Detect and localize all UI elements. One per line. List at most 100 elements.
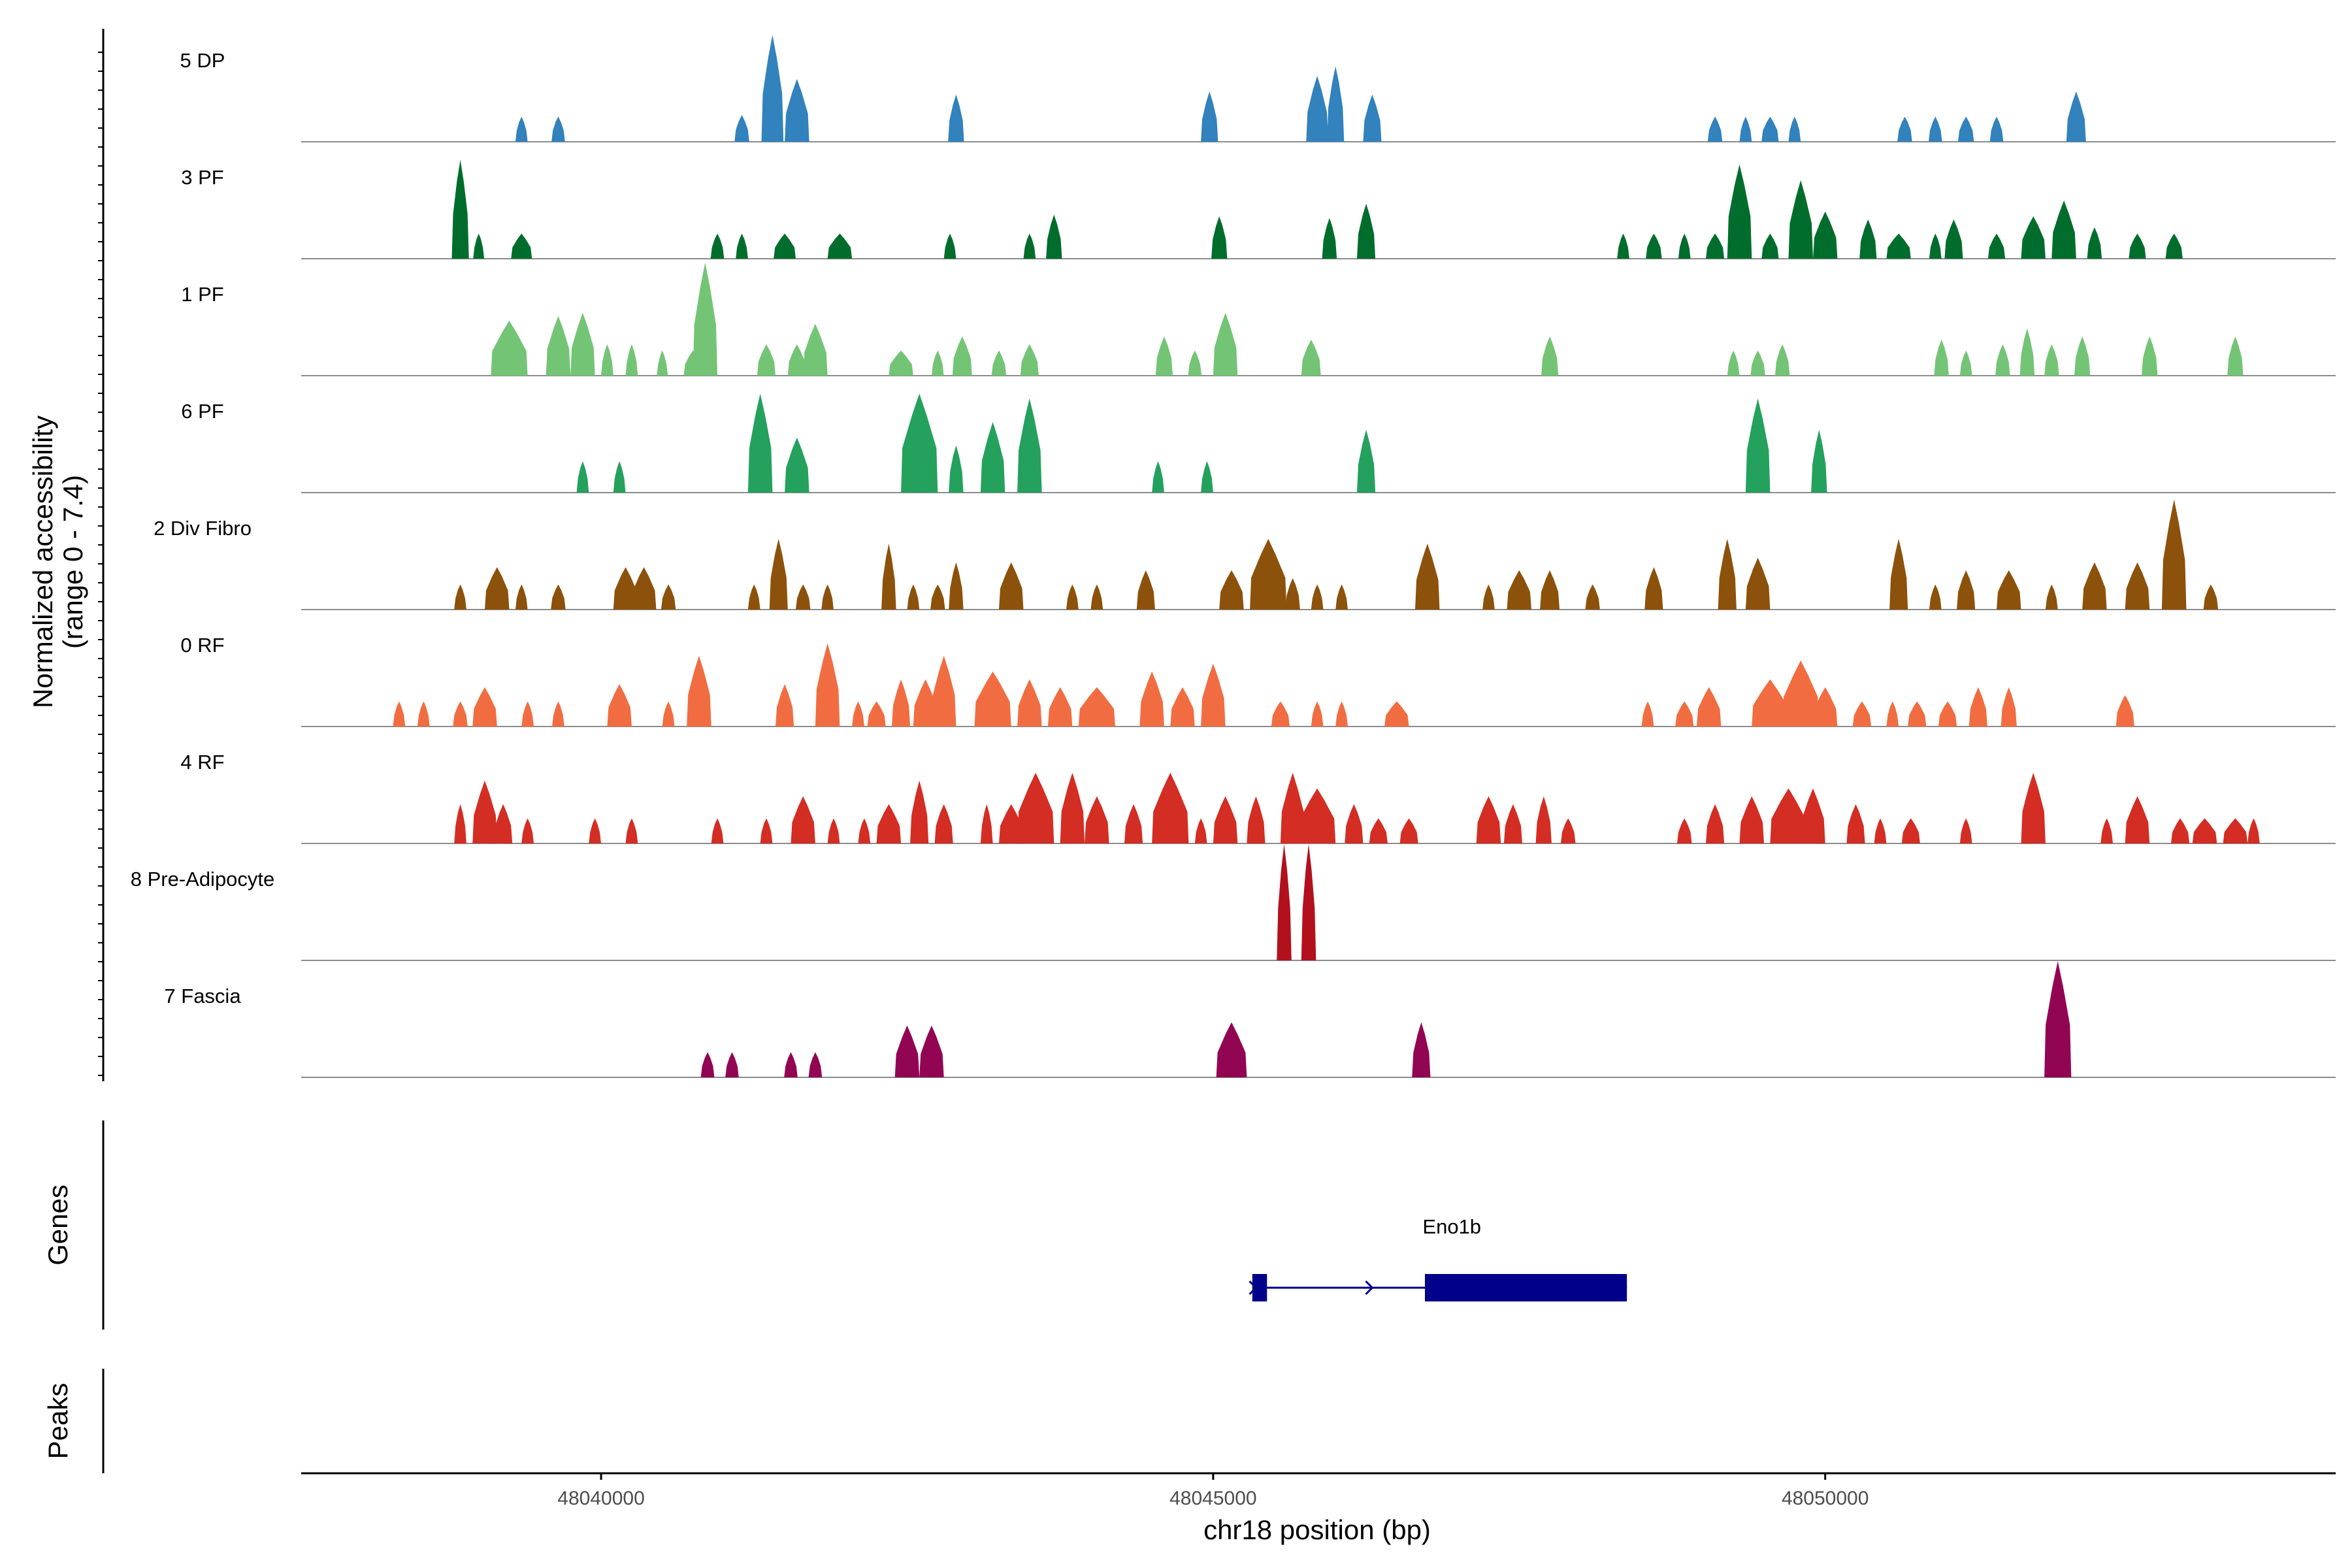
coverage-peak [952, 336, 972, 376]
coverage-peak [589, 818, 601, 843]
coverage-peak [1216, 1022, 1247, 1077]
coverage-peak [700, 1052, 715, 1077]
coverage-peak [910, 780, 929, 843]
coverage-peak [1782, 661, 1820, 727]
coverage-peak [515, 584, 528, 610]
coverage-peak [454, 804, 466, 843]
coverage-peak [1739, 116, 1752, 142]
coverage-peak [1194, 818, 1207, 843]
coverage-peak [892, 679, 911, 727]
coverage-peak [827, 233, 853, 259]
coverage-peak [2165, 233, 2183, 259]
coverage-peak [1644, 567, 1663, 610]
coverage-peak [1813, 211, 1838, 259]
coverage-peak [1046, 214, 1062, 259]
coverage-peak [1201, 663, 1226, 727]
coverage-peak [1813, 687, 1838, 727]
coverage-peak [2087, 227, 2102, 259]
coverage-peak [1727, 350, 1740, 376]
coverage-peak [576, 461, 589, 493]
coverage-peak [1078, 687, 1115, 727]
coverage-peak [1678, 233, 1691, 259]
coverage-peak [858, 818, 871, 843]
coverage-peak [2227, 336, 2244, 376]
coverage-peak [787, 344, 806, 376]
coverage-peak [1285, 578, 1300, 610]
coverage-peak [1277, 844, 1292, 960]
coverage-peak [1271, 701, 1290, 727]
coverage-peak [827, 818, 840, 843]
coverage-peak [451, 159, 469, 259]
track-label: 6 PF [181, 400, 223, 423]
track-2-div-fibro: 2 Div Fibro [154, 499, 2336, 610]
coverage-peak [919, 1025, 944, 1077]
coverage-peak [1617, 233, 1629, 259]
coverage-peak [1706, 233, 1725, 259]
track-7-fascia: 7 Fascia [164, 961, 2336, 1078]
coverage-peak [1188, 350, 1202, 376]
coverage-peak [1124, 804, 1143, 843]
coverage-peak [1415, 544, 1440, 610]
coverage-peak [1017, 772, 1054, 843]
coverage-peak [1788, 180, 1813, 259]
coverage-peak [1503, 804, 1522, 843]
coverage-peak [1136, 570, 1155, 610]
coverage-peak [757, 344, 776, 376]
coverage-peak [1739, 796, 1764, 843]
coverage-peak [1697, 687, 1722, 727]
coverage-peak [1675, 701, 1694, 727]
coverage-peak [1211, 216, 1228, 259]
coverage-peak [949, 445, 964, 493]
coverage-peak [1213, 312, 1238, 376]
coverage-peak [1718, 538, 1737, 610]
coverage-peak [1707, 116, 1723, 142]
coverage-peak [1959, 818, 1972, 843]
coverage-peak [1959, 350, 1972, 376]
coverage-peak [1761, 233, 1779, 259]
coverage-peak [821, 584, 834, 610]
coverage-peak [393, 701, 406, 727]
coverage-peak [1745, 557, 1771, 610]
coverage-peak [1846, 804, 1865, 843]
coverage-peak [1357, 203, 1376, 259]
coverage-peak [472, 687, 497, 727]
genes-panel-label: Genes [42, 1184, 73, 1266]
coverage-peak [1345, 804, 1364, 843]
gene-name-label: Eno1b [1422, 1215, 1481, 1238]
x-tick-label: 48040000 [557, 1488, 644, 1509]
coverage-peak [1369, 818, 1388, 843]
peaks-panel-label: Peaks [42, 1383, 73, 1460]
coverage-peak [1017, 398, 1042, 493]
coverage-peak [1889, 538, 1908, 610]
coverage-peak [1090, 584, 1103, 610]
coverage-peak [1934, 339, 1949, 376]
coverage-peak [2125, 562, 2150, 610]
coverage-peak [472, 780, 497, 843]
coverage-peak [491, 320, 528, 376]
coverage-peak [2192, 818, 2217, 843]
coverage-peak [1770, 788, 1807, 843]
coverage-peak [551, 116, 565, 142]
coverage-peak [1997, 570, 2021, 610]
track-0-rf: 0 RF [180, 634, 2336, 727]
coverage-peak [948, 94, 964, 142]
coverage-peak [725, 1052, 739, 1077]
track-1-pf: 1 PF [181, 262, 2336, 376]
track-label: 7 Fascia [164, 985, 241, 1007]
coverage-peak [1929, 116, 1942, 142]
coverage-peak [417, 701, 430, 727]
coverage-peak [1017, 679, 1042, 727]
coverage-peak [894, 1025, 920, 1077]
coverage-peak [2129, 233, 2146, 259]
coverage-peak [2021, 772, 2046, 843]
coverage-peak [930, 584, 945, 610]
coverage-peak [2019, 328, 2035, 376]
coverage-peak [2171, 818, 2190, 843]
coverage-peak [710, 233, 725, 259]
coverage-peak [999, 804, 1024, 843]
coverage-peak [876, 804, 902, 843]
coverage-peak [980, 804, 993, 843]
coverage-peak [943, 233, 956, 259]
coverage-peak [1066, 584, 1079, 610]
